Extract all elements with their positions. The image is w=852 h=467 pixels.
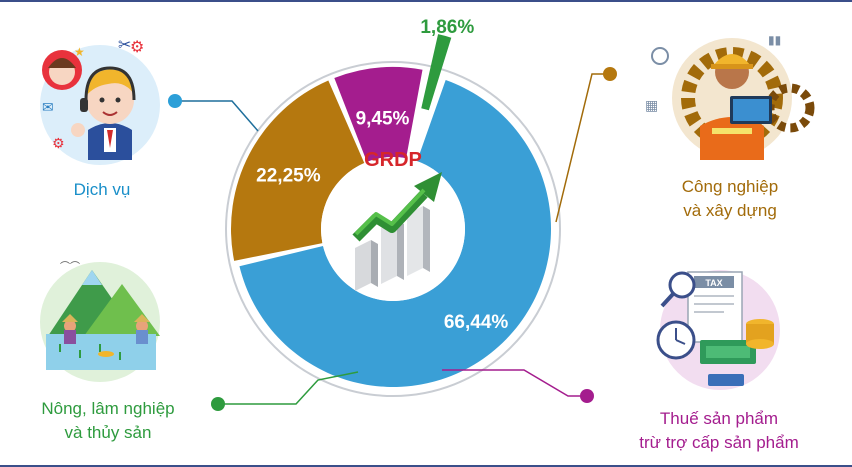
industry-label: Công nghiệp và xây dựng	[640, 175, 820, 223]
value-label-2: 22,25%	[256, 165, 321, 186]
growth-arrow-bar-icon	[352, 172, 442, 291]
svg-text:▮▮: ▮▮	[768, 33, 781, 47]
services-leader-line	[175, 100, 259, 132]
services-label: Dịch vụ	[62, 178, 142, 202]
tax-label-line2: trừ trợ cấp sản phẩm	[639, 433, 799, 452]
slice-1	[239, 80, 551, 388]
svg-text:✉: ✉	[42, 100, 54, 116]
industry-dot	[603, 67, 617, 81]
top-border	[0, 0, 852, 2]
agriculture-leader-line	[218, 371, 359, 405]
agriculture-dot	[211, 397, 225, 411]
value-label-1: 66,44%	[444, 312, 509, 333]
chart-title: GRDP	[364, 149, 422, 171]
industry-label-line1: Công nghiệp	[681, 177, 779, 196]
tax-dot	[580, 389, 594, 403]
svg-text:✂: ✂	[118, 35, 131, 54]
svg-text:⚙: ⚙	[52, 136, 65, 152]
tax-label: Thuế sản phẩm trừ trợ cấp sản phẩm	[604, 407, 834, 455]
value-label-3: 9,45%	[356, 108, 410, 129]
tax-leader-line	[442, 369, 587, 397]
worker-gear-icon: ▦ ▮▮	[645, 33, 815, 160]
agriculture-label-line1: Nông, lâm nghiệp	[41, 399, 175, 418]
outer-ring	[225, 61, 561, 397]
svg-text:TAX: TAX	[705, 278, 722, 288]
customer-service-icon: ✂ ⚙ ✉ ⚙ ★	[40, 35, 160, 165]
slice-3	[334, 66, 423, 162]
farming-landscape-icon: ⌒⌒	[40, 261, 160, 382]
tax-label-line1: Thuế sản phẩm	[659, 409, 779, 428]
svg-text:★: ★	[74, 45, 85, 59]
svg-text:⚙: ⚙	[130, 37, 144, 56]
slice-4	[421, 34, 452, 111]
svg-text:▦: ▦	[645, 98, 658, 114]
svg-text:⌒⌒: ⌒⌒	[60, 261, 80, 273]
industry-leader-line	[555, 73, 610, 223]
bottom-border	[0, 465, 852, 467]
agriculture-label: Nông, lâm nghiệp và thủy sản	[18, 397, 198, 445]
industry-label-line2: và xây dựng	[683, 201, 777, 220]
services-dot	[168, 94, 182, 108]
agriculture-label-line2: và thủy sản	[64, 423, 152, 442]
tax-document-money-icon: TAX	[656, 270, 780, 390]
slice-2	[231, 80, 365, 261]
services-label-line1: Dịch vụ	[73, 180, 131, 199]
value-label-4: 1,86%	[420, 17, 474, 38]
